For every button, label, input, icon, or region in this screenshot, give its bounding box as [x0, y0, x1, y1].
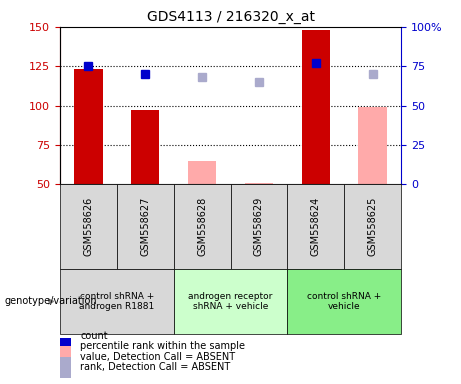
Text: GSM558626: GSM558626 — [83, 197, 94, 256]
Bar — [117, 184, 174, 269]
Bar — [60, 269, 174, 334]
Bar — [60, 184, 117, 269]
Bar — [60, 346, 71, 367]
Bar — [60, 357, 71, 378]
Bar — [60, 336, 71, 357]
Bar — [174, 269, 287, 334]
Text: GSM558625: GSM558625 — [367, 197, 378, 256]
Text: percentile rank within the sample: percentile rank within the sample — [80, 341, 245, 351]
Text: genotype/variation: genotype/variation — [5, 296, 97, 306]
Text: androgen receptor
shRNA + vehicle: androgen receptor shRNA + vehicle — [188, 292, 273, 311]
Bar — [358, 107, 387, 184]
Text: value, Detection Call = ABSENT: value, Detection Call = ABSENT — [80, 352, 236, 362]
Title: GDS4113 / 216320_x_at: GDS4113 / 216320_x_at — [147, 10, 314, 25]
Text: GSM558628: GSM558628 — [197, 197, 207, 256]
Text: rank, Detection Call = ABSENT: rank, Detection Call = ABSENT — [80, 362, 230, 372]
Text: control shRNA +
vehicle: control shRNA + vehicle — [307, 292, 381, 311]
Bar — [245, 183, 273, 184]
Text: control shRNA +
androgen R1881: control shRNA + androgen R1881 — [79, 292, 154, 311]
Text: GSM558624: GSM558624 — [311, 197, 321, 256]
Bar — [230, 184, 287, 269]
Bar — [131, 110, 160, 184]
Text: count: count — [80, 331, 108, 341]
Bar — [301, 30, 330, 184]
Bar — [174, 184, 230, 269]
Text: GSM558629: GSM558629 — [254, 197, 264, 256]
Bar — [60, 325, 71, 346]
Bar — [188, 161, 216, 184]
Bar — [74, 70, 102, 184]
Bar — [287, 184, 344, 269]
Bar — [344, 184, 401, 269]
Bar — [287, 269, 401, 334]
Text: GSM558627: GSM558627 — [140, 197, 150, 256]
